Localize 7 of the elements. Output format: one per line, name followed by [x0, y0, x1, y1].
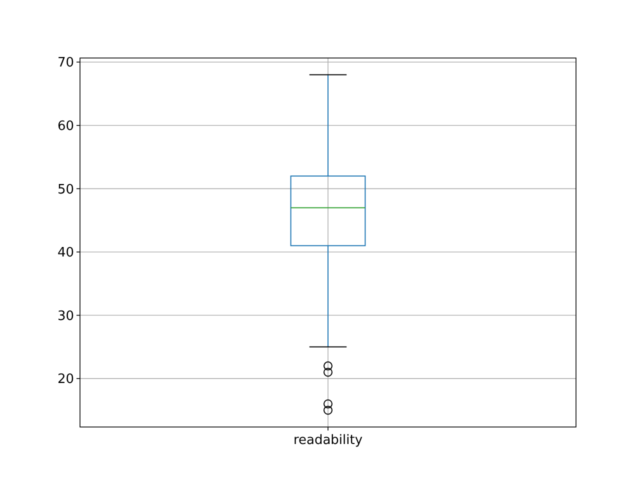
x-tick-label: readability	[293, 433, 363, 448]
y-tick-label: 50	[57, 182, 74, 198]
y-tick-label: 30	[57, 308, 74, 324]
y-tick-label: 70	[57, 56, 74, 71]
y-tick-label: 60	[57, 118, 74, 134]
y-tick-label: 20	[57, 372, 74, 388]
y-tick-label: 40	[57, 246, 74, 261]
